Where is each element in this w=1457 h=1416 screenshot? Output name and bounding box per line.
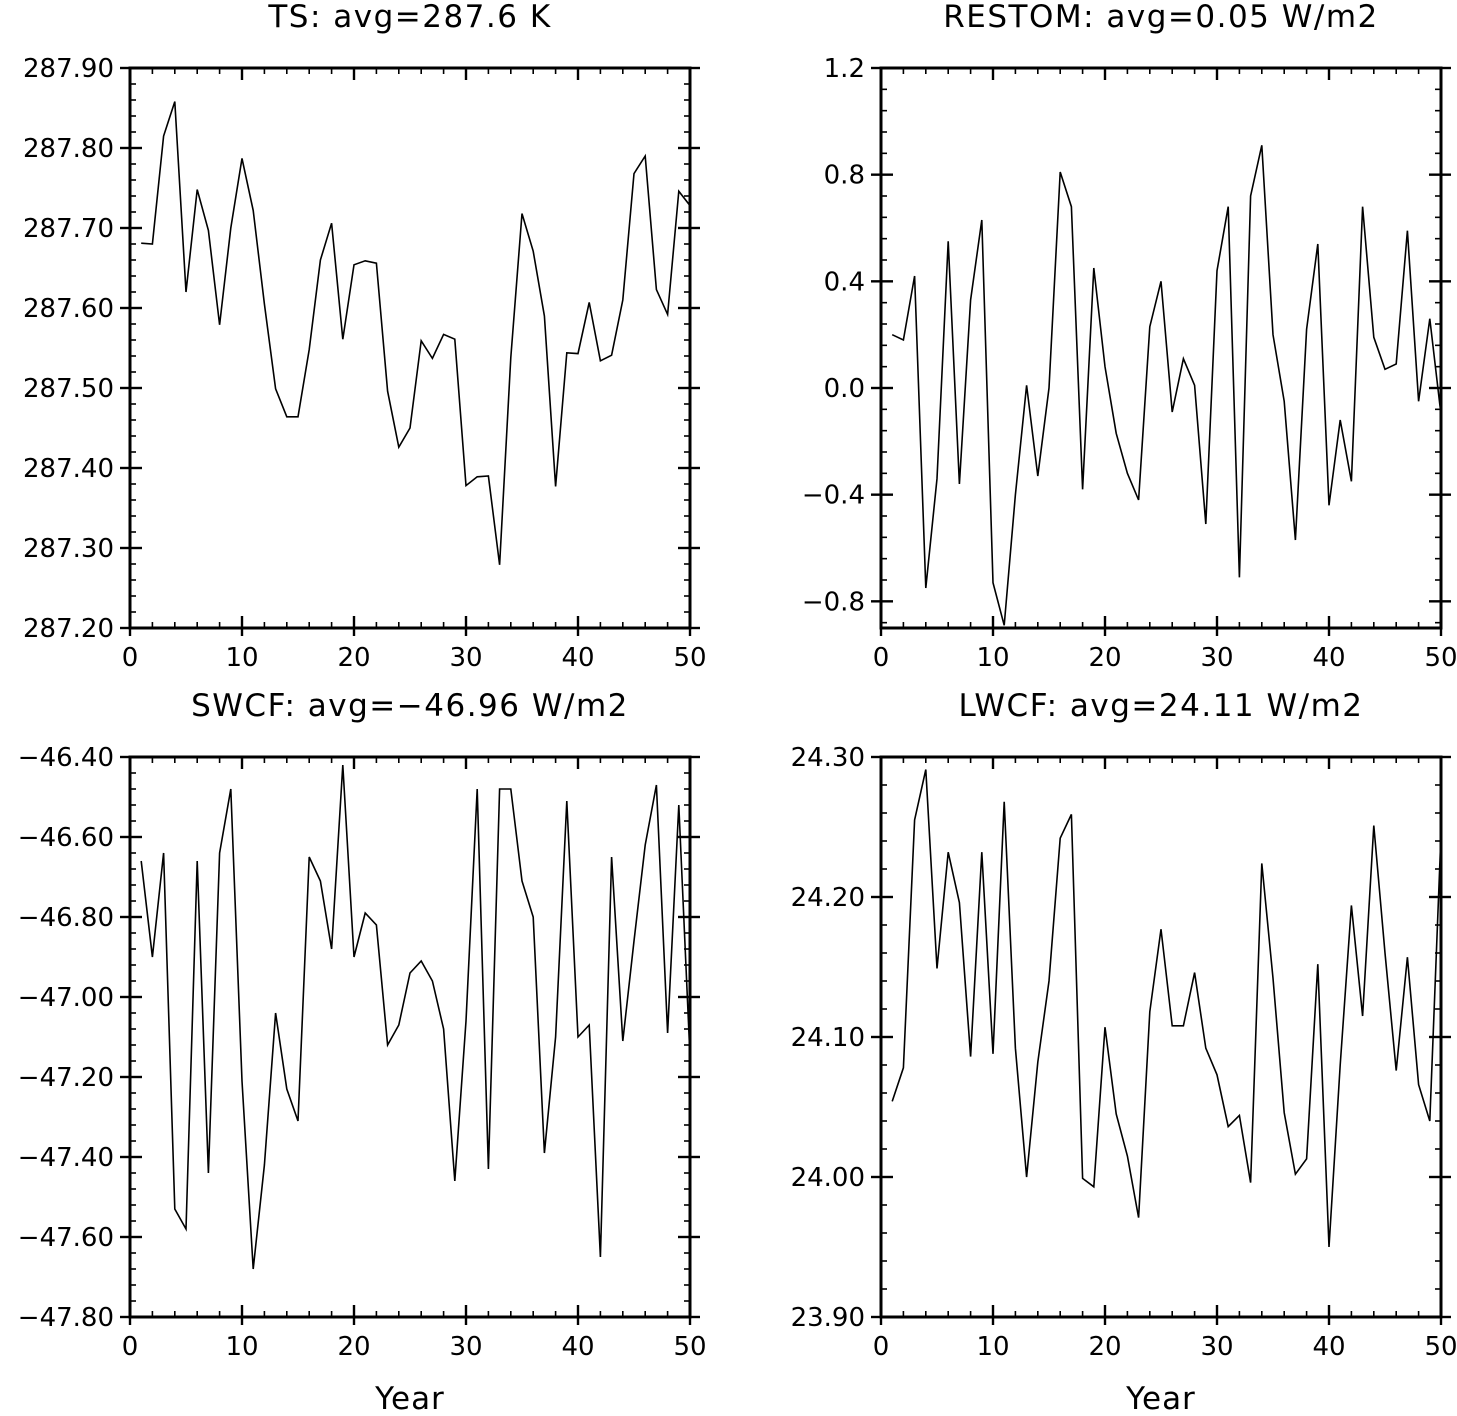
restom-y-tick-label: 0.0	[824, 374, 865, 404]
lwcf-x-tick-label: 20	[1088, 1332, 1121, 1362]
panel-lwcf: LWCF: avg=24.11 W/m2 0 10 20 30 40 50 23.90 24.0…	[791, 688, 1457, 1416]
restom-x-tick-label: 30	[1200, 643, 1233, 673]
lwcf-series-line	[891, 769, 1441, 1248]
restom-x-tick-label: 50	[1424, 643, 1457, 673]
lwcf-y-tick-label: 24.30	[791, 743, 865, 773]
panel-swcf: SWCF: avg=−46.96 W/m2 0 10 20 30 40 50 −47.80 −4…	[18, 688, 707, 1416]
ts-y-tick-label: 287.20	[23, 614, 114, 644]
restom-y-tick-label: 0.8	[824, 161, 865, 191]
swcf-title: SWCF: avg=−46.96 W/m2	[191, 688, 629, 724]
panel-restom: RESTOM: avg=0.05 W/m2 0 10 20 30 40 50 −0.8 −0.4…	[802, 0, 1457, 673]
lwcf-y-tick-label: 23.90	[791, 1303, 865, 1333]
restom-y-tick-label: −0.8	[802, 587, 865, 617]
lwcf-y-tick-label: 24.10	[791, 1023, 865, 1053]
ts-y-tick-label: 287.80	[23, 134, 114, 164]
restom-plot-frame	[879, 66, 1443, 630]
lwcf-x-tick-label: 10	[976, 1332, 1009, 1362]
swcf-x-tick-label: 20	[337, 1332, 370, 1362]
swcf-y-tick-label: −47.40	[18, 1143, 114, 1173]
panel-ts: TS: avg=287.6 K 0 10 20 30 40 50 287.20 287.30 28…	[23, 0, 707, 673]
restom-series-line	[891, 145, 1441, 626]
swcf-x-tick-label: 0	[122, 1332, 139, 1362]
ts-x-tick-label: 20	[337, 643, 370, 673]
restom-y-tick-label: 0.4	[824, 267, 865, 297]
swcf-y-tick-label: −46.40	[18, 743, 114, 773]
swcf-x-tick-label: 50	[673, 1332, 706, 1362]
ts-x-tick-label: 10	[225, 643, 258, 673]
lwcf-x-tick-label: 50	[1424, 1332, 1457, 1362]
ts-x-tick-label: 0	[122, 643, 139, 673]
ts-series-line	[141, 101, 690, 565]
restom-x-tick-label: 0	[873, 643, 890, 673]
swcf-x-axis-label: Year	[374, 1381, 445, 1416]
ts-x-tick-label: 40	[561, 643, 594, 673]
ts-y-tick-label: 287.50	[23, 374, 114, 404]
lwcf-x-tick-label: 40	[1312, 1332, 1345, 1362]
swcf-x-tick-label: 10	[225, 1332, 258, 1362]
lwcf-y-tick-label: 24.00	[791, 1163, 865, 1193]
swcf-x-tick-label: 30	[449, 1332, 482, 1362]
swcf-y-tick-label: −46.60	[18, 823, 114, 853]
restom-x-tick-label: 10	[976, 643, 1009, 673]
ts-y-tick-label: 287.70	[23, 214, 114, 244]
swcf-y-tick-label: −47.00	[18, 983, 114, 1013]
lwcf-x-tick-label: 30	[1200, 1332, 1233, 1362]
ts-x-tick-label: 50	[673, 643, 706, 673]
swcf-y-tick-label: −47.60	[18, 1223, 114, 1253]
restom-x-tick-label: 40	[1312, 643, 1345, 673]
swcf-plot-frame	[128, 755, 692, 1319]
ts-y-tick-label: 287.60	[23, 294, 114, 324]
lwcf-x-axis-label: Year	[1125, 1381, 1196, 1416]
swcf-y-tick-label: −46.80	[18, 903, 114, 933]
ts-x-tick-label: 30	[449, 643, 482, 673]
ts-y-tick-label: 287.40	[23, 454, 114, 484]
lwcf-y-tick-label: 24.20	[791, 883, 865, 913]
restom-y-tick-label: −0.4	[802, 481, 865, 511]
swcf-series-line	[140, 764, 690, 1270]
lwcf-plot-frame	[879, 755, 1443, 1319]
ts-y-tick-label: 287.90	[23, 54, 114, 84]
ts-plot-frame	[128, 66, 692, 630]
ts-title: TS: avg=287.6 K	[267, 0, 551, 35]
swcf-y-tick-label: −47.80	[18, 1303, 114, 1333]
swcf-x-tick-label: 40	[561, 1332, 594, 1362]
restom-title: RESTOM: avg=0.05 W/m2	[943, 0, 1379, 35]
swcf-y-tick-label: −47.20	[18, 1063, 114, 1093]
ts-y-tick-label: 287.30	[23, 534, 114, 564]
lwcf-title: LWCF: avg=24.11 W/m2	[958, 688, 1363, 724]
restom-x-tick-label: 20	[1088, 643, 1121, 673]
lwcf-x-tick-label: 0	[873, 1332, 890, 1362]
restom-y-tick-label: 1.2	[824, 54, 865, 84]
